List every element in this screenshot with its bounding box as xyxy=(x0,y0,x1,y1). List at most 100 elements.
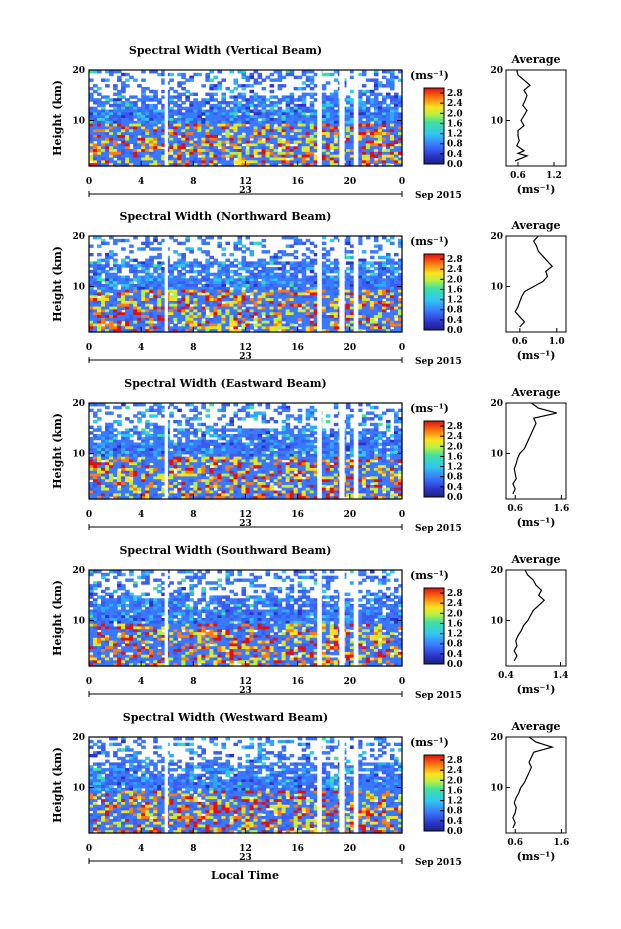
heatmap-cell xyxy=(149,309,154,313)
heatmap-cell xyxy=(369,417,375,421)
heatmap-cell xyxy=(117,419,122,424)
heatmap-cell xyxy=(217,281,223,285)
heatmap-cell xyxy=(157,315,162,319)
heatmap-cell xyxy=(325,151,331,156)
heatmap-cell xyxy=(285,275,291,279)
heatmap-cell xyxy=(181,312,186,316)
heatmap-cell xyxy=(281,419,287,424)
heatmap-cell xyxy=(97,112,102,116)
heatmap-cell xyxy=(301,323,307,327)
heatmap-cell xyxy=(269,320,275,325)
heatmap-cell xyxy=(185,160,190,164)
heatmap-cell xyxy=(149,445,154,449)
heatmap-cell xyxy=(225,109,231,113)
heatmap-cell xyxy=(197,269,202,274)
heatmap-cell xyxy=(389,278,395,282)
heatmap-cell xyxy=(297,112,303,116)
heatmap-cell xyxy=(189,269,194,274)
heatmap-cell xyxy=(289,312,295,316)
heatmap-cell xyxy=(153,126,158,130)
heatmap-cell xyxy=(125,151,130,156)
heatmap-cell xyxy=(361,422,367,427)
heatmap-cell xyxy=(153,109,158,113)
heatmap-cell xyxy=(345,106,351,111)
heatmap-cell xyxy=(229,292,235,296)
heatmap-cell xyxy=(381,255,387,260)
heatmap-cell xyxy=(161,154,166,159)
heatmap-cell xyxy=(273,120,279,125)
heatmap-cell xyxy=(349,132,355,136)
heatmap-cell xyxy=(241,106,247,111)
heatmap-cell xyxy=(217,154,223,159)
heatmap-cell xyxy=(393,281,399,285)
heatmap-cell xyxy=(121,140,126,145)
heatmap-cell xyxy=(297,269,303,274)
heatmap-cell xyxy=(201,143,206,147)
heatmap-cell xyxy=(217,453,223,458)
heatmap-cell xyxy=(325,269,331,274)
heatmap-cell xyxy=(293,250,299,254)
heatmap-cell xyxy=(237,267,243,271)
heatmap-cell xyxy=(289,244,295,248)
heatmap-cell xyxy=(309,312,315,316)
heatmap-cell xyxy=(285,422,291,427)
heatmap-cell xyxy=(141,448,146,452)
heatmap-cell xyxy=(313,275,319,279)
heatmap-cell xyxy=(281,434,287,438)
average-title: Average xyxy=(510,53,560,66)
heatmap-cell xyxy=(153,106,158,111)
heatmap-cell xyxy=(169,303,174,308)
heatmap-cell xyxy=(193,118,198,122)
heatmap-cell xyxy=(253,309,259,313)
heatmap-cell xyxy=(249,439,255,444)
heatmap-cell xyxy=(241,261,247,265)
heatmap-cell xyxy=(161,149,166,153)
heatmap-cell xyxy=(349,143,355,147)
heatmap-cell xyxy=(389,84,395,88)
heatmap-cell xyxy=(349,140,355,145)
heatmap-cell xyxy=(113,106,118,111)
heatmap-cell xyxy=(133,317,138,322)
heatmap-cell xyxy=(369,98,375,102)
heatmap-cell xyxy=(393,101,399,105)
heatmap-cell xyxy=(213,146,219,150)
heatmap-cell xyxy=(93,317,98,322)
heatmap-cell xyxy=(117,154,122,159)
heatmap-cell xyxy=(381,106,387,111)
heatmap-cell xyxy=(357,442,363,446)
heatmap-cell xyxy=(245,281,251,285)
heatmap-cell xyxy=(313,431,319,435)
heatmap-cell xyxy=(321,157,327,161)
heatmap-cell xyxy=(117,106,122,111)
heatmap-cell xyxy=(385,261,391,265)
heatmap-cell xyxy=(209,115,214,119)
heatmap-cell xyxy=(309,405,315,410)
heatmap-cell xyxy=(357,101,363,105)
heatmap-cell xyxy=(173,264,178,268)
heatmap-cell xyxy=(273,95,279,99)
heatmap-cell xyxy=(325,98,331,102)
heatmap-cell xyxy=(233,445,239,449)
heatmap-cell xyxy=(241,120,247,125)
heatmap-cell xyxy=(385,126,391,130)
heatmap-cell xyxy=(253,317,259,322)
heatmap-cell xyxy=(169,411,174,415)
heatmap-cell xyxy=(293,417,299,421)
heatmap-cell xyxy=(249,146,255,150)
heatmap-cell xyxy=(125,434,130,438)
heatmap-cell xyxy=(221,414,227,418)
heatmap-cell xyxy=(97,115,102,119)
heatmap-cell xyxy=(169,149,174,153)
heatmap-cell xyxy=(333,264,339,268)
heatmap-cell xyxy=(297,146,303,150)
heatmap-cell xyxy=(277,118,283,122)
heatmap-cell xyxy=(269,157,275,161)
heatmap-cell xyxy=(233,436,239,441)
heatmap-cell xyxy=(209,425,214,430)
heatmap-cell xyxy=(245,320,251,325)
heatmap-cell xyxy=(257,428,263,432)
heatmap-cell xyxy=(161,292,166,296)
heatmap-cell xyxy=(305,442,311,446)
heatmap-cell xyxy=(229,448,235,452)
heatmap-cell xyxy=(105,303,110,308)
